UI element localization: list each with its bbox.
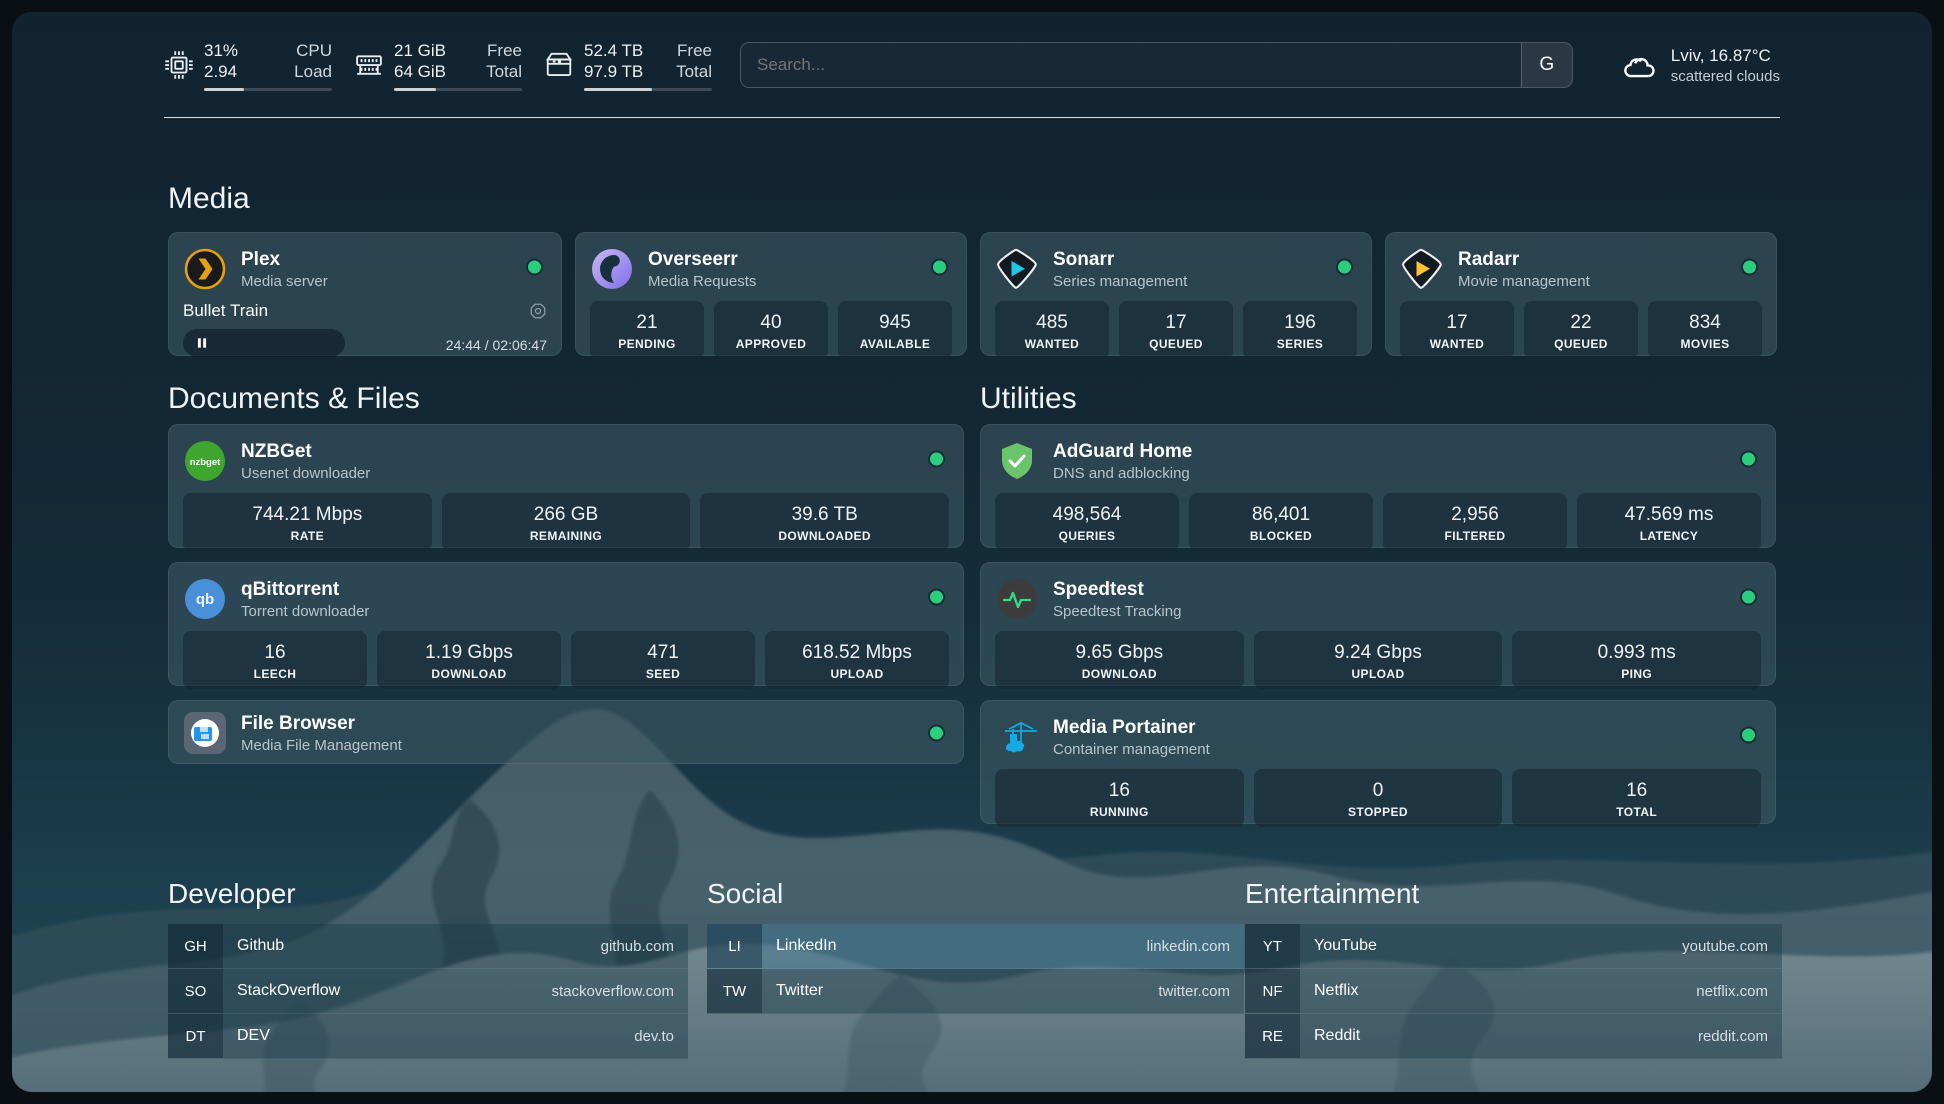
svg-text:nzbget: nzbget [190,457,221,468]
svg-text:qb: qb [196,591,214,608]
